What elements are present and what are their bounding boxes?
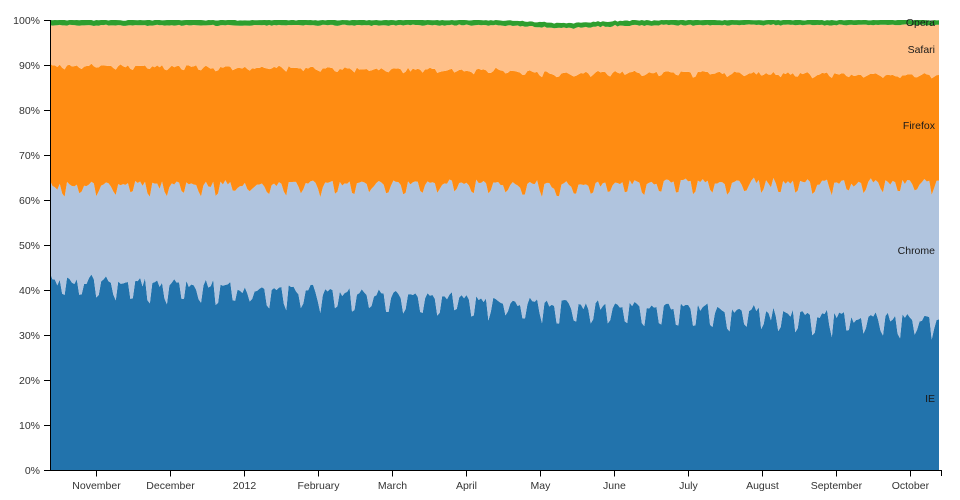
svg-text:50%: 50% (19, 240, 40, 252)
svg-text:Opera: Opera (906, 17, 935, 29)
svg-text:October: October (892, 480, 930, 492)
svg-text:February: February (297, 480, 340, 492)
svg-text:Firefox: Firefox (903, 120, 936, 132)
svg-text:70%: 70% (19, 150, 40, 162)
svg-text:90%: 90% (19, 60, 40, 72)
svg-text:August: August (746, 480, 779, 492)
svg-text:20%: 20% (19, 375, 40, 387)
svg-text:60%: 60% (19, 195, 40, 207)
svg-text:100%: 100% (13, 15, 40, 27)
svg-text:November: November (72, 480, 121, 492)
svg-text:80%: 80% (19, 105, 40, 117)
svg-text:IE: IE (925, 393, 935, 405)
svg-text:June: June (603, 480, 626, 492)
svg-text:December: December (146, 480, 195, 492)
svg-text:2012: 2012 (233, 480, 257, 492)
svg-text:0%: 0% (25, 465, 40, 477)
svg-text:April: April (456, 480, 477, 492)
svg-text:40%: 40% (19, 285, 40, 297)
svg-text:May: May (531, 480, 552, 492)
svg-text:10%: 10% (19, 420, 40, 432)
svg-text:30%: 30% (19, 330, 40, 342)
svg-text:Safari: Safari (908, 44, 935, 56)
svg-text:March: March (378, 480, 407, 492)
svg-text:September: September (811, 480, 863, 492)
svg-text:Chrome: Chrome (898, 245, 936, 257)
svg-text:July: July (679, 480, 698, 492)
